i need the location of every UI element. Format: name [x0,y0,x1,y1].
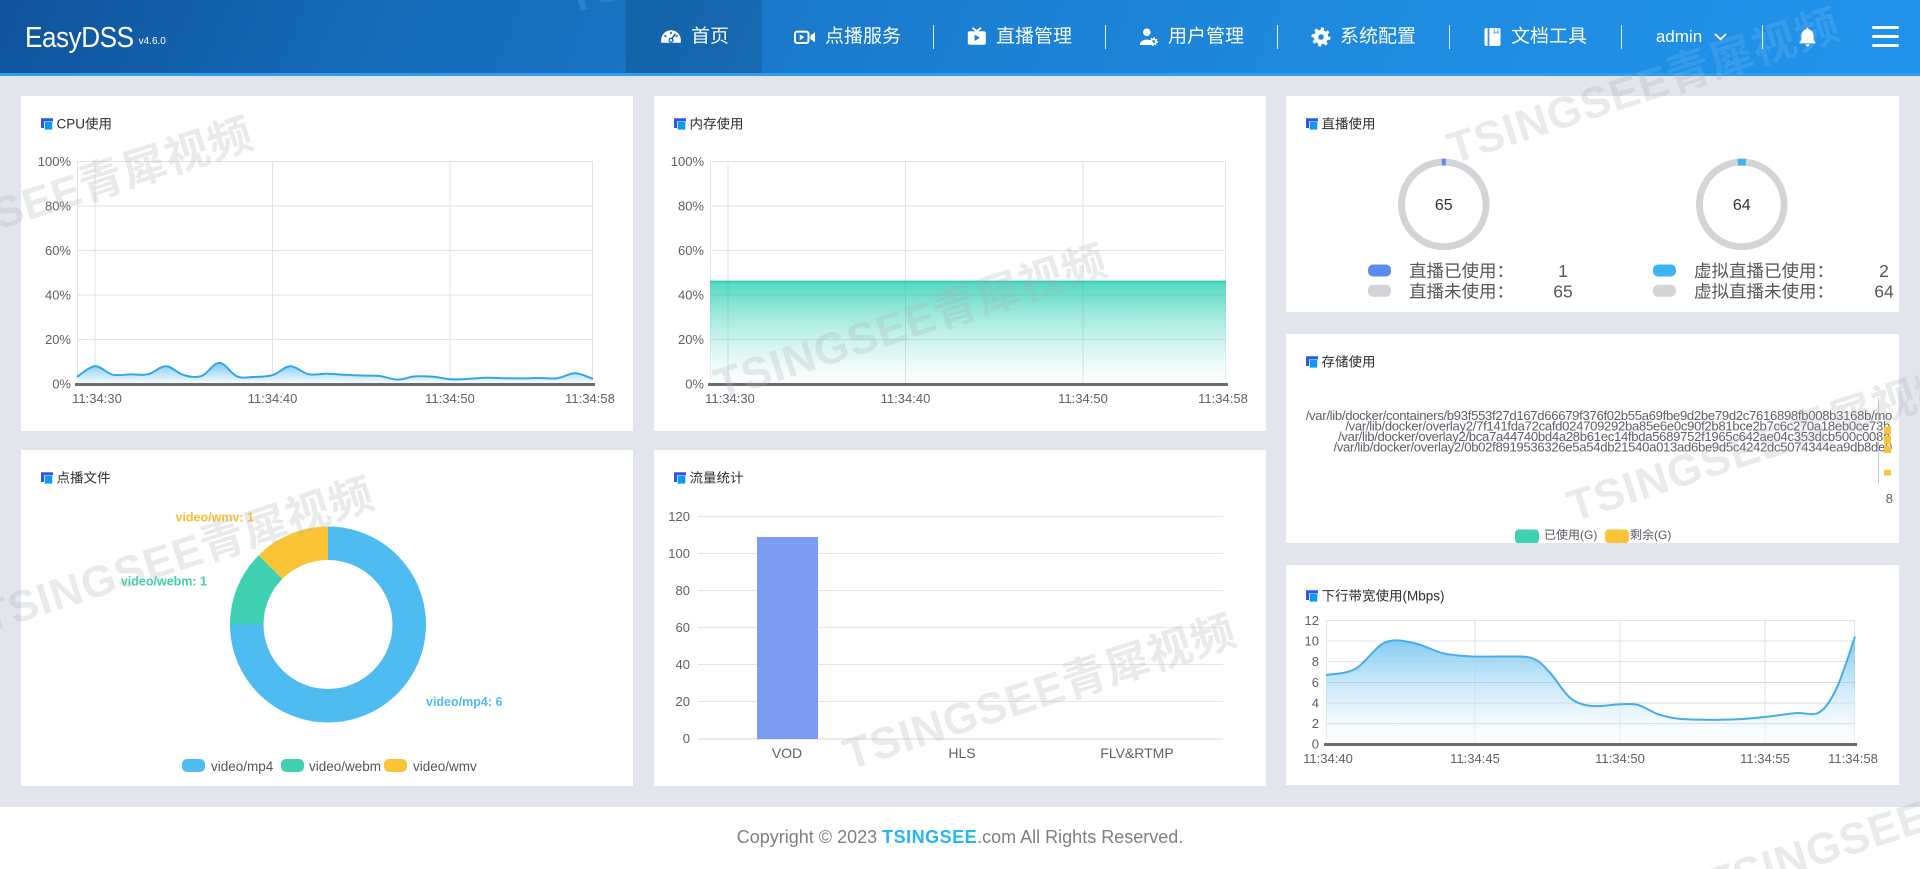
svg-text:HLS: HLS [948,745,975,761]
svg-text:11:34:50: 11:34:50 [425,391,475,406]
svg-text:0: 0 [683,731,690,746]
svg-text:/var/lib/docker/overlay2/7f141: /var/lib/docker/overlay2/7f141fda72cafd0… [1345,419,1890,434]
svg-text:2: 2 [1879,261,1889,281]
svg-text:12: 12 [1305,613,1319,628]
svg-text:(Mbps): (Mbps) [1403,588,1445,603]
svg-text:(G): (G) [1654,528,1671,542]
svg-text:64: 64 [1874,282,1894,302]
svg-text:11:34:30: 11:34:30 [72,391,122,406]
svg-text:80: 80 [676,583,690,598]
svg-text:100: 100 [668,546,690,561]
svg-text:64: 64 [1733,197,1751,214]
svg-text:4: 4 [1312,696,1319,711]
svg-text:11:34:58: 11:34:58 [1198,391,1248,406]
svg-text:20%: 20% [678,332,704,347]
svg-text:video/mp4: 6: video/mp4: 6 [426,695,502,709]
svg-text:40%: 40% [678,288,704,303]
svg-text:(G): (G) [1580,528,1597,542]
svg-text:CPU: CPU [57,117,86,132]
svg-text:20: 20 [676,694,690,709]
svg-text:2: 2 [1312,716,1319,731]
svg-text:11:34:45: 11:34:45 [1450,751,1500,766]
svg-text:11:34:40: 11:34:40 [1303,751,1353,766]
svg-text:/var/lib/docker/overlay2/0b02f: /var/lib/docker/overlay2/0b02f8919536326… [1333,440,1892,455]
svg-text:video/mp4: video/mp4 [211,759,274,774]
svg-text:video/webm: video/webm [309,759,381,774]
svg-text:6: 6 [1312,675,1319,690]
svg-text:60: 60 [676,620,690,635]
svg-text:11:34:40: 11:34:40 [248,391,298,406]
svg-text:/var/lib/docker/containers/b93: /var/lib/docker/containers/b93f553f27d16… [1306,408,1892,423]
svg-text:80%: 80% [678,199,704,214]
svg-text:VOD: VOD [772,745,802,761]
svg-text:11:34:50: 11:34:50 [1058,391,1108,406]
svg-text:video/wmv: 1: video/wmv: 1 [176,511,255,525]
svg-text:65: 65 [1553,282,1572,302]
svg-text:video/wmv: video/wmv [413,759,477,774]
svg-text:11:34:58: 11:34:58 [565,391,615,406]
svg-text:video/webm: 1: video/webm: 1 [121,575,207,589]
svg-text:40%: 40% [45,288,71,303]
svg-text:FLV&RTMP: FLV&RTMP [1100,745,1173,761]
svg-text:60%: 60% [678,243,704,258]
svg-text:0%: 0% [685,377,704,392]
svg-text:20%: 20% [45,332,71,347]
svg-text:80%: 80% [45,199,71,214]
svg-text:120: 120 [668,509,690,524]
svg-text:11:34:55: 11:34:55 [1740,751,1790,766]
svg-text:1: 1 [1558,261,1568,281]
svg-text:11:34:58: 11:34:58 [1828,751,1878,766]
svg-text:11:34:50: 11:34:50 [1595,751,1645,766]
svg-text:100%: 100% [671,154,705,169]
svg-text:8: 8 [1886,491,1893,506]
svg-text:60%: 60% [45,243,71,258]
svg-text:11:34:40: 11:34:40 [881,391,931,406]
svg-text:/var/lib/docker/overlay2/bca7a: /var/lib/docker/overlay2/bca7a44740bd4a2… [1338,429,1890,444]
svg-text:40: 40 [676,657,690,672]
svg-text:65: 65 [1435,197,1453,214]
svg-text:0: 0 [1312,737,1319,752]
svg-text:8: 8 [1312,654,1319,669]
svg-text:11:34:30: 11:34:30 [705,391,755,406]
svg-text:0%: 0% [52,377,71,392]
svg-text:10: 10 [1305,634,1319,649]
svg-text:100%: 100% [38,154,72,169]
